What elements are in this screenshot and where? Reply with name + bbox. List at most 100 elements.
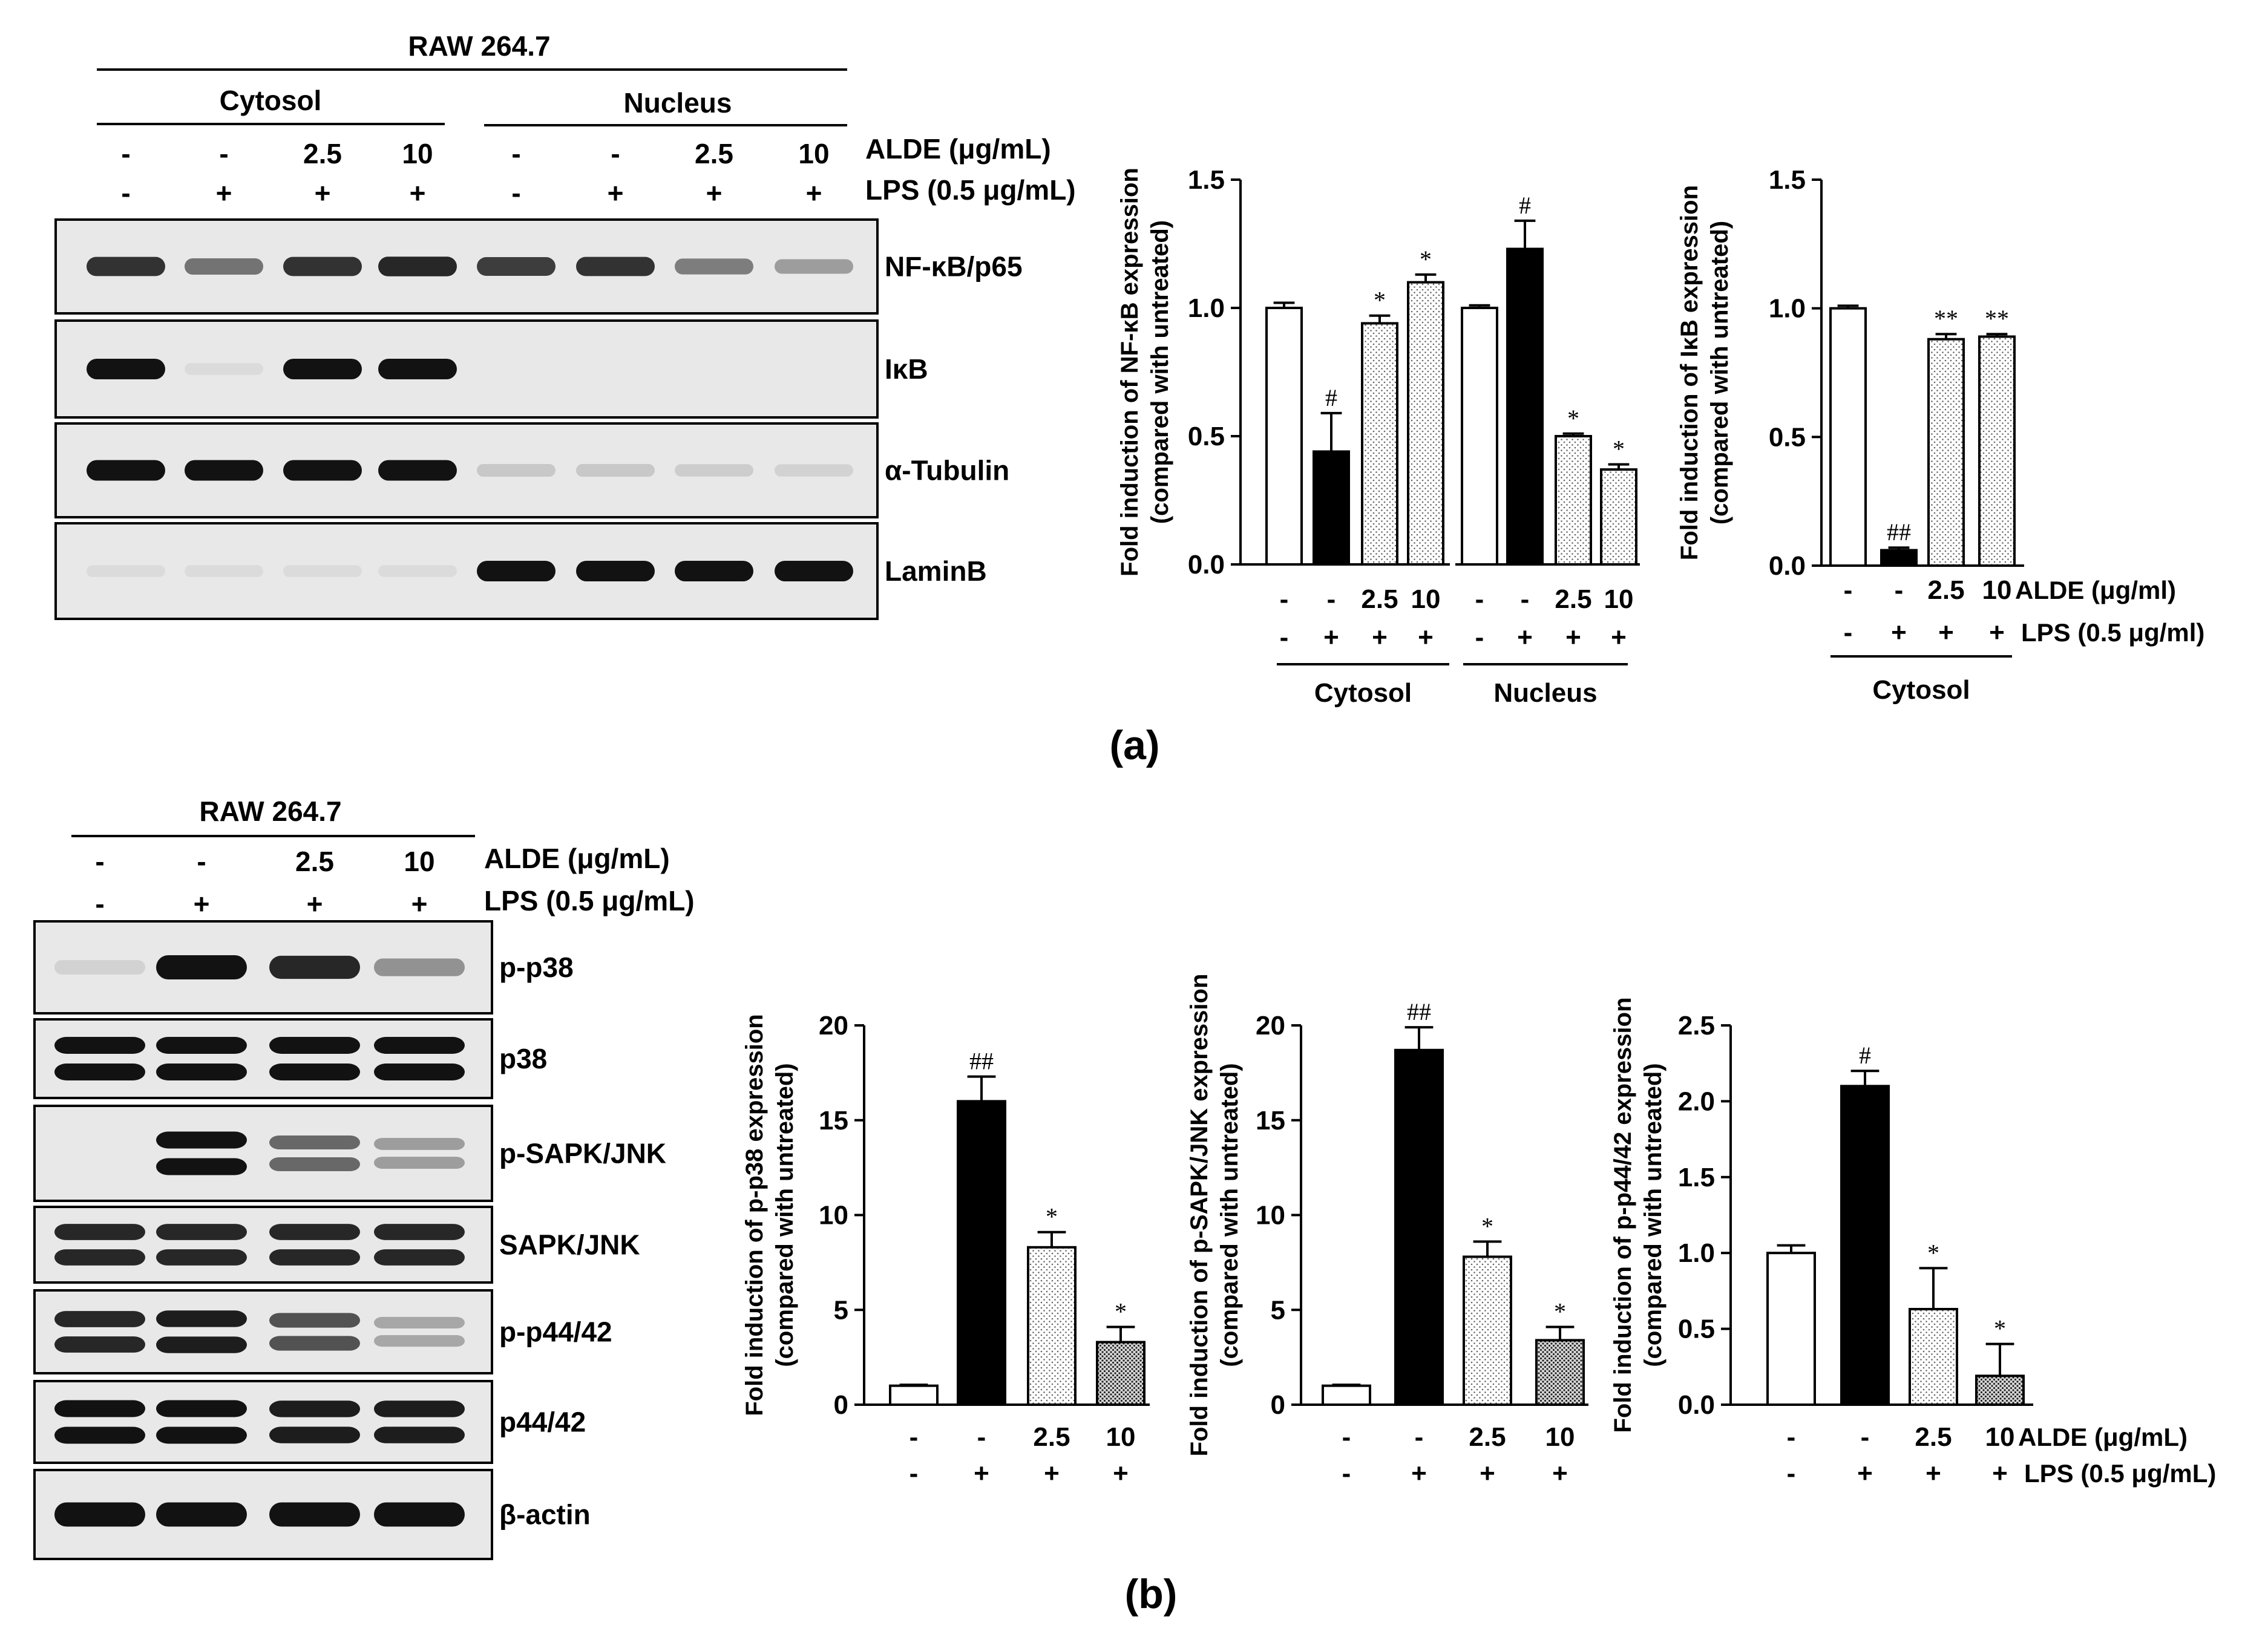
y-tick-label: 1.0	[1188, 293, 1225, 323]
blot-band	[156, 1158, 247, 1175]
x-lps-sign: -	[1342, 1459, 1351, 1488]
blot-band	[675, 464, 753, 477]
panel-a-caption: (a)	[1109, 722, 1159, 768]
bar-5	[1506, 247, 1544, 566]
panel-b-cell-line: RAW 264.7	[199, 796, 341, 827]
blot-band	[54, 960, 145, 975]
blot-band	[54, 1502, 145, 1527]
blot-strip-1	[54, 319, 879, 419]
y-tick-label: 0	[1271, 1390, 1285, 1420]
blot-band	[269, 1426, 360, 1443]
group-label: Cytosol	[1872, 675, 1970, 705]
blot-strip-6	[33, 1469, 493, 1560]
alde-dose-1: -	[197, 846, 206, 877]
y-tick-label: 15	[819, 1106, 848, 1135]
panel-a-blot-strips	[54, 218, 879, 620]
bar-7	[1600, 468, 1637, 566]
alde-dose-6: 2.5	[695, 138, 733, 169]
blot-band	[87, 460, 165, 481]
blot-membrane	[54, 422, 879, 518]
blot-band	[54, 1336, 145, 1353]
y-tick-label: 5	[1271, 1295, 1285, 1325]
x-alde-dose: 10	[1106, 1422, 1136, 1452]
blot-membrane	[33, 920, 493, 1015]
blot-band	[156, 1400, 247, 1417]
chart-p-p38: 0 5 10 15 20 Fold induction of p-p38 expressi…	[741, 1011, 1150, 1488]
blot-band	[378, 460, 457, 481]
y-tick-label: 0.5	[1188, 422, 1225, 451]
y-tick-label: 10	[1256, 1201, 1285, 1230]
x-alde-dose: -	[1415, 1422, 1424, 1452]
lps-sign-0: -	[95, 888, 104, 920]
bar-2	[1927, 338, 1965, 567]
y-axis-label: Fold induction of p-p44/42 expression	[1610, 997, 1636, 1433]
y-tick-label: 20	[1256, 1011, 1285, 1041]
significance-mark: *	[1481, 1212, 1493, 1240]
y-axis-label: Fold induction of NF-κB expression	[1116, 168, 1143, 577]
x-alde-dose: 2.5	[1555, 584, 1591, 614]
panel-b-alde-row: - - 2.5 10	[95, 846, 434, 877]
y-tick-label: 1.5	[1678, 1163, 1715, 1192]
alde-dose-3: 10	[404, 846, 434, 877]
blot-band	[87, 256, 165, 276]
significance-mark: #	[1519, 192, 1531, 219]
significance-mark: **	[1985, 305, 2009, 332]
blot-strip-0	[54, 218, 879, 315]
lps-sign-0: -	[121, 177, 130, 209]
x-lps-label: LPS (0.5 μg/mL)	[2024, 1459, 2216, 1488]
y-tick-label: 2.0	[1678, 1086, 1715, 1116]
x-lps-sign: +	[1611, 622, 1627, 652]
x-alde-dose: 10	[1604, 584, 1634, 614]
x-lps-sign: +	[1992, 1459, 2008, 1488]
y-tick-label: 20	[819, 1011, 848, 1041]
panel-a-lps-row: - + + + - + + +	[121, 177, 822, 209]
alde-dose-2: 2.5	[303, 138, 342, 169]
x-lps-sign: -	[1280, 622, 1289, 652]
x-alde-dose: -	[1861, 1422, 1870, 1452]
blot-band	[185, 258, 263, 275]
blot-strip-2	[54, 422, 879, 518]
y-tick-label: 0.0	[1769, 551, 1806, 581]
x-alde-dose: 2.5	[1915, 1422, 1952, 1452]
x-lps-sign: +	[974, 1459, 989, 1488]
bar-1	[1313, 450, 1350, 566]
blot-band	[269, 1313, 360, 1328]
blot-label-5: p44/42	[499, 1407, 586, 1438]
lps-sign-1: +	[194, 888, 210, 920]
x-alde-label: ALDE (μg/ml)	[2015, 576, 2176, 604]
blot-band	[54, 1224, 145, 1240]
bar-0	[1829, 307, 1867, 567]
x-lps-sign: +	[1480, 1459, 1495, 1488]
blot-band	[374, 1502, 465, 1527]
panel-b-alde-label: ALDE (μg/mL)	[484, 843, 670, 874]
y-tick-label: 1.0	[1678, 1238, 1715, 1268]
blot-band	[576, 561, 655, 581]
y-tick-label: 10	[819, 1201, 848, 1230]
significance-mark: #	[1325, 384, 1337, 411]
x-alde-dose: -	[1342, 1422, 1351, 1452]
blot-band	[374, 1037, 465, 1054]
blot-band	[378, 565, 457, 577]
x-lps-sign: +	[1938, 618, 1954, 647]
lps-sign-2: +	[307, 888, 323, 920]
blot-band	[185, 460, 263, 481]
blot-band	[269, 1502, 360, 1527]
panel-a-blot: RAW 264.7 Cytosol Nucleus - - 2.5 10 - - 2.5 10…	[54, 30, 1076, 620]
blot-band	[283, 256, 362, 276]
blot-strip-5	[33, 1380, 493, 1464]
x-alde-dose: -	[977, 1422, 986, 1452]
x-alde-dose: -	[1280, 584, 1289, 614]
significance-mark: *	[1613, 436, 1625, 463]
x-lps-sign: +	[1565, 622, 1581, 652]
blot-band	[775, 259, 853, 274]
x-lps-sign: +	[1044, 1459, 1060, 1488]
panel-a-alde-row: - - 2.5 10 - - 2.5 10	[121, 138, 829, 169]
blot-band	[374, 1400, 465, 1417]
significance-mark: *	[1046, 1203, 1058, 1230]
blot-band	[54, 1311, 145, 1327]
blot-strip-3	[33, 1206, 493, 1284]
blot-band	[156, 1224, 247, 1240]
blot-band	[374, 1138, 465, 1150]
significance-mark: ##	[1887, 518, 1911, 546]
